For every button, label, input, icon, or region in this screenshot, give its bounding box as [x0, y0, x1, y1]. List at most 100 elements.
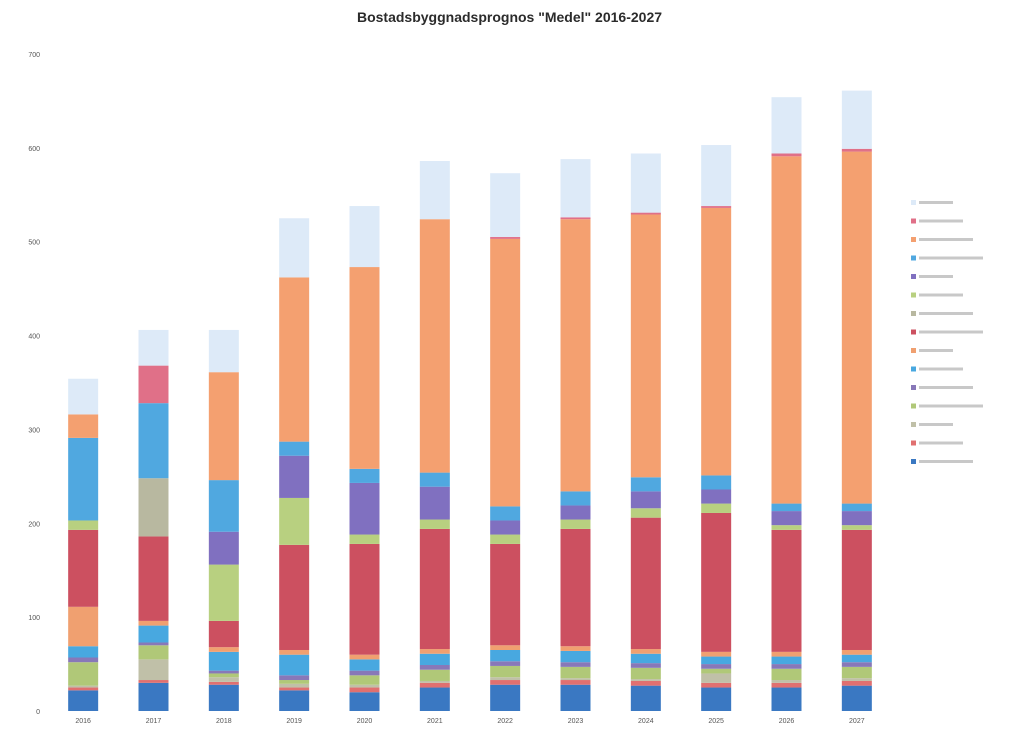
x-tick-label: 2026	[779, 718, 795, 725]
legend-swatch	[911, 237, 916, 242]
bar-segment	[490, 238, 521, 507]
bar-segment	[419, 486, 450, 520]
bar-segment	[630, 153, 661, 213]
bar-segment	[841, 90, 872, 149]
legend-swatch	[911, 440, 916, 446]
bar-segment	[701, 145, 732, 207]
bars-area	[68, 90, 872, 711]
bar-segment	[349, 692, 380, 711]
legend-swatch	[911, 459, 916, 464]
bar-segment	[138, 680, 169, 683]
bar-segment	[560, 528, 591, 647]
bar-segment	[349, 654, 380, 660]
bar-segment	[138, 478, 169, 537]
bar-segment	[419, 680, 450, 683]
bar-segment	[138, 642, 169, 646]
bar-segment	[630, 508, 661, 518]
x-tick-label: 2016	[75, 718, 91, 725]
legend-label-placeholder	[919, 441, 963, 445]
legend-swatch	[911, 255, 916, 261]
bar-segment	[560, 684, 591, 711]
bar-segment	[208, 531, 239, 565]
bar-segment	[560, 491, 591, 506]
bar-segment	[630, 214, 661, 478]
bar-segment	[279, 680, 310, 684]
bar-segment	[419, 669, 450, 681]
bar-segment	[841, 148, 872, 152]
bar-segment	[771, 97, 802, 154]
bar-segment	[490, 543, 521, 646]
legend-label-placeholder	[919, 275, 953, 278]
legend-swatch	[911, 348, 916, 353]
bar-segment	[771, 503, 802, 512]
bar-segment	[771, 664, 802, 669]
bar-segment	[68, 529, 99, 607]
bar-segment	[279, 675, 310, 681]
bar-segment	[771, 680, 802, 683]
bar-segment	[490, 520, 521, 535]
bar-segment	[701, 673, 732, 683]
bar-segment	[771, 656, 802, 665]
bar-segment	[138, 625, 169, 643]
bar-segment	[68, 606, 99, 647]
legend-swatch	[911, 366, 916, 372]
legend-label-placeholder	[919, 293, 963, 297]
chart-title: Bostadsbyggnadsprognos "Medel" 2016-2027	[356, 9, 663, 25]
bar-segment	[701, 651, 732, 657]
legend-label-placeholder	[919, 201, 953, 204]
bar-segment	[208, 480, 239, 532]
bar-segment	[68, 646, 99, 658]
bar-segment	[490, 534, 521, 544]
y-tick-label: 100	[28, 615, 40, 622]
bar-segment	[841, 529, 872, 650]
bar-segment	[560, 680, 591, 685]
bar-segment	[349, 670, 380, 676]
bar-segment	[771, 529, 802, 652]
bar-segment	[419, 219, 450, 473]
bar-segment	[419, 160, 450, 220]
legend-label-placeholder	[919, 312, 973, 315]
bar-segment	[490, 506, 521, 521]
legend-label-placeholder	[919, 423, 953, 426]
bar-segment	[208, 620, 239, 648]
bar-segment	[560, 678, 591, 681]
bar-segment	[68, 685, 99, 688]
bar-segment	[841, 503, 872, 512]
bar-segment	[279, 649, 310, 655]
bar-segment	[490, 661, 521, 666]
bar-segment	[279, 277, 310, 442]
bar-segment	[419, 687, 450, 711]
bar-segment	[208, 564, 239, 621]
bar-segment	[490, 173, 521, 238]
bar-segment	[630, 653, 661, 664]
bar-segment	[841, 685, 872, 711]
legend-swatch	[911, 385, 916, 390]
x-axis: 2016 2017 2018 2019 2020 2021 2022 2023 2024 2025…	[75, 718, 864, 725]
bar-segment	[208, 673, 239, 678]
bar-segment	[68, 657, 99, 663]
x-tick-label: 2024	[638, 718, 654, 725]
y-tick-label: 300	[28, 427, 40, 434]
y-axis: 0 100 200 300 400 500 600 700	[28, 52, 40, 716]
bar-segment	[279, 683, 310, 688]
bar-segment	[349, 206, 380, 268]
bar-segment	[138, 682, 169, 711]
bar-segment	[771, 651, 802, 657]
bar-segment	[841, 511, 872, 526]
bar-segment	[279, 441, 310, 456]
y-tick-label: 200	[28, 521, 40, 528]
legend-label-placeholder	[919, 460, 973, 463]
bar-segment	[138, 620, 169, 626]
x-tick-label: 2027	[849, 718, 865, 725]
y-tick-label: 700	[28, 52, 40, 59]
legend-swatch	[911, 311, 916, 316]
bar-segment	[490, 684, 521, 711]
x-tick-label: 2020	[357, 718, 373, 725]
bar-segment	[630, 649, 661, 654]
bar-segment	[419, 649, 450, 654]
bar-segment	[701, 656, 732, 665]
legend-label-placeholder	[919, 404, 983, 408]
bar-segment	[208, 329, 239, 373]
bar-segment	[630, 685, 661, 711]
